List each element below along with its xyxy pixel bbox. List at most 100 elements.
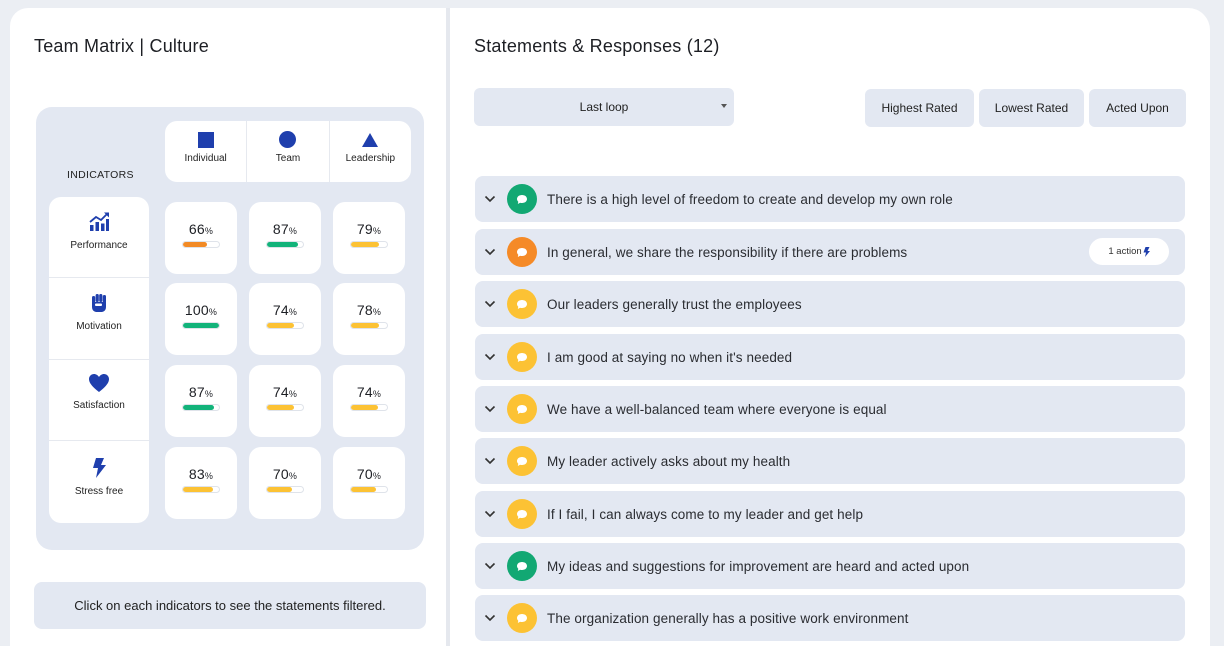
column-individual[interactable]: Individual <box>165 121 248 182</box>
indicator-label: Motivation <box>76 321 122 332</box>
highest-rated-button[interactable]: Highest Rated <box>865 89 974 127</box>
indicator-label: Performance <box>70 240 128 251</box>
statement-text: In general, we share the responsibility … <box>547 244 908 260</box>
column-team[interactable]: Team <box>247 121 330 182</box>
chat-bubble-icon <box>507 342 537 372</box>
statement-text: My ideas and suggestions for improvement… <box>547 558 970 574</box>
statement-text: My leader actively asks about my health <box>547 453 791 469</box>
statement-row[interactable]: I am good at saying no when it's needed <box>475 334 1185 380</box>
team-matrix: Individual Team Leadership INDICATORS <box>36 107 424 550</box>
column-label: Leadership <box>345 153 396 164</box>
statement-row[interactable]: My ideas and suggestions for improvement… <box>475 543 1185 589</box>
chevron-down-icon[interactable] <box>475 562 505 570</box>
chevron-down-icon[interactable] <box>475 300 505 308</box>
chevron-down-icon[interactable] <box>475 614 505 622</box>
square-icon <box>197 131 214 148</box>
score-cell-motivation-leadership[interactable]: 78% <box>333 283 405 355</box>
score-cell-performance-leadership[interactable]: 79% <box>333 202 405 274</box>
score-cell-satisfaction-team[interactable]: 74% <box>249 365 321 437</box>
score-cell-stress-free-team[interactable]: 70% <box>249 447 321 519</box>
lightning-icon <box>1142 246 1150 257</box>
score-bar <box>266 404 304 411</box>
indicator-label: Satisfaction <box>73 400 125 411</box>
chat-bubble-icon <box>507 551 537 581</box>
score-value: 66% <box>188 221 214 237</box>
statement-row[interactable]: If I fail, I can always come to my leade… <box>475 491 1185 537</box>
chevron-down-icon[interactable] <box>475 405 505 413</box>
acted-upon-button[interactable]: Acted Upon <box>1089 89 1186 127</box>
caret-down-icon <box>721 104 727 108</box>
score-bar <box>182 404 220 411</box>
lowest-rated-button[interactable]: Lowest Rated <box>979 89 1084 127</box>
score-value: 78% <box>356 302 382 318</box>
statement-text: There is a high level of freedom to crea… <box>547 191 953 207</box>
score-value: 74% <box>356 384 382 400</box>
chat-bubble-icon <box>507 184 537 214</box>
score-bar <box>182 241 220 248</box>
score-value: 87% <box>272 221 298 237</box>
panel-title: Statements & Responses (12) <box>474 36 720 56</box>
panel-divider <box>446 8 450 646</box>
panel-title: Team Matrix | Culture <box>34 36 209 56</box>
column-label: Team <box>275 153 301 164</box>
score-cell-satisfaction-individual[interactable]: 87% <box>165 365 237 437</box>
statement-row[interactable]: My leader actively asks about my health <box>475 438 1185 484</box>
score-value: 74% <box>272 384 298 400</box>
indicator-stress-free[interactable]: Stress free <box>49 441 149 523</box>
lightning-icon <box>93 458 106 478</box>
statement-row[interactable]: The organization generally has a positiv… <box>475 595 1185 641</box>
score-value: 79% <box>356 221 382 237</box>
chevron-down-icon[interactable] <box>475 195 505 203</box>
score-value: 100% <box>184 302 218 318</box>
score-cell-satisfaction-leadership[interactable]: 74% <box>333 365 405 437</box>
score-bar <box>182 322 220 329</box>
column-leadership[interactable]: Leadership <box>330 121 411 182</box>
heart-icon <box>89 374 109 392</box>
circle-icon <box>279 131 297 148</box>
statement-text: Our leaders generally trust the employee… <box>547 296 802 312</box>
score-cell-motivation-team[interactable]: 74% <box>249 283 321 355</box>
score-cell-stress-free-individual[interactable]: 83% <box>165 447 237 519</box>
chat-bubble-icon <box>507 446 537 476</box>
score-cell-motivation-individual[interactable]: 100% <box>165 283 237 355</box>
score-cell-performance-team[interactable]: 87% <box>249 202 321 274</box>
statements-panel: Statements & Responses (12) Last loop Hi… <box>450 8 1210 646</box>
score-bar <box>182 486 220 493</box>
score-cell-stress-free-leadership[interactable]: 70% <box>333 447 405 519</box>
fist-icon <box>92 294 106 312</box>
score-bar <box>266 322 304 329</box>
indicators-list: Performance Motivation Satisfaction <box>49 197 149 523</box>
score-value: 70% <box>356 466 382 482</box>
indicator-satisfaction[interactable]: Satisfaction <box>49 360 149 441</box>
indicator-performance[interactable]: Performance <box>49 197 149 278</box>
chat-bubble-icon <box>507 603 537 633</box>
chevron-down-icon[interactable] <box>475 248 505 256</box>
chat-bubble-icon <box>507 499 537 529</box>
chat-bubble-icon <box>507 237 537 267</box>
chevron-down-icon[interactable] <box>475 510 505 518</box>
chevron-down-icon[interactable] <box>475 457 505 465</box>
statement-row[interactable]: We have a well-balanced team where every… <box>475 386 1185 432</box>
score-bar <box>350 404 388 411</box>
statement-row[interactable]: There is a high level of freedom to crea… <box>475 176 1185 222</box>
statement-text: If I fail, I can always come to my leade… <box>547 506 864 522</box>
score-value: 70% <box>272 466 298 482</box>
chat-bubble-icon <box>507 289 537 319</box>
statement-row[interactable]: In general, we share the responsibility … <box>475 229 1185 275</box>
filter-hint: Click on each indicators to see the stat… <box>34 582 426 629</box>
statement-text: The organization generally has a positiv… <box>547 610 909 626</box>
triangle-icon <box>362 132 379 147</box>
chevron-down-icon[interactable] <box>475 353 505 361</box>
action-badge-label: 1 action <box>1108 246 1142 257</box>
score-value: 74% <box>272 302 298 318</box>
column-label: Individual <box>184 153 227 164</box>
loop-select[interactable]: Last loop <box>474 88 734 126</box>
score-value: 87% <box>188 384 214 400</box>
statement-row[interactable]: Our leaders generally trust the employee… <box>475 281 1185 327</box>
statement-text: I am good at saying no when it's needed <box>547 349 793 365</box>
action-badge[interactable]: 1 action <box>1089 238 1169 265</box>
score-bar <box>266 241 304 248</box>
indicator-label: Stress free <box>74 486 124 497</box>
indicator-motivation[interactable]: Motivation <box>49 278 149 360</box>
score-cell-performance-individual[interactable]: 66% <box>165 202 237 274</box>
